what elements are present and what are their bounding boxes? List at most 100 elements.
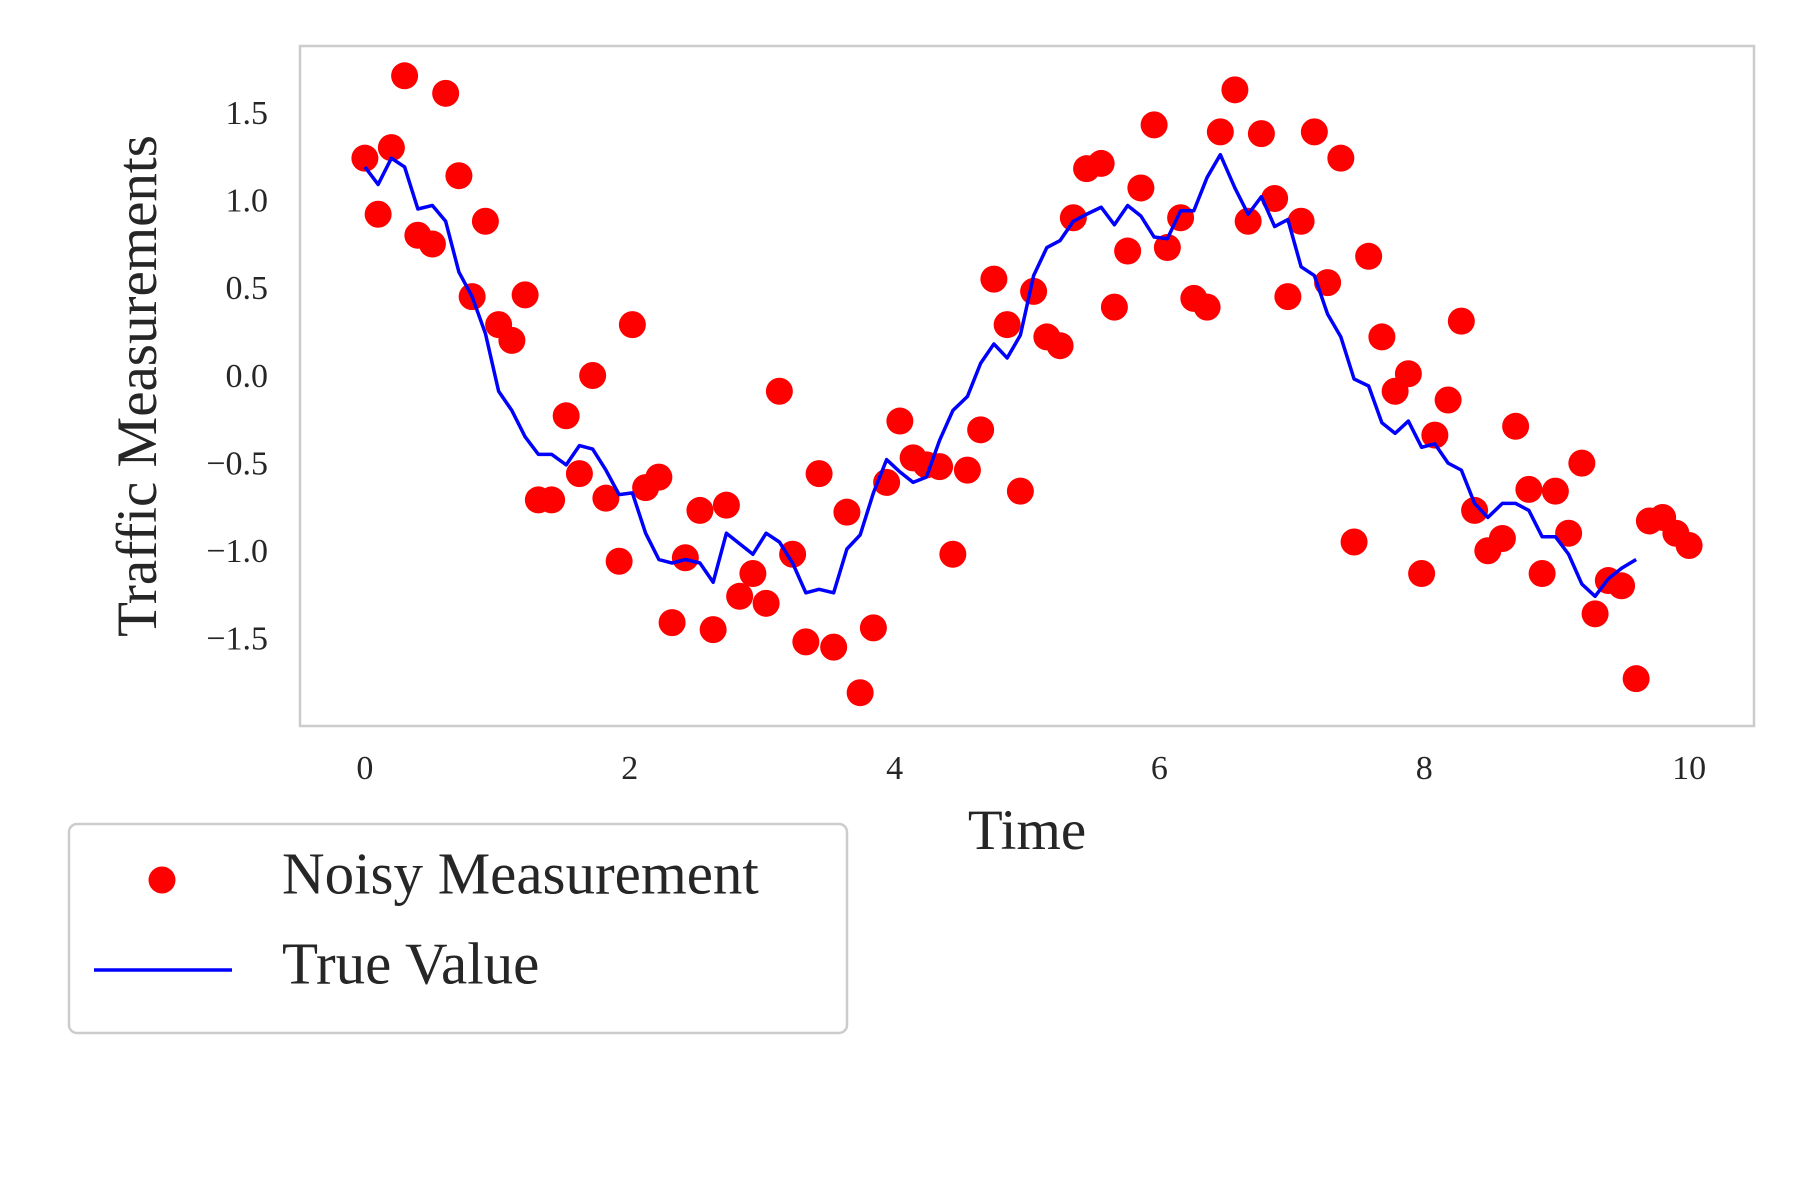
data-point	[1327, 144, 1355, 172]
data-point	[980, 265, 1008, 293]
data-point	[1608, 572, 1636, 600]
y-tick-label: 0.5	[226, 270, 269, 307]
y-tick-label: 1.0	[226, 183, 269, 220]
data-point	[820, 633, 848, 661]
plot-frame	[298, 44, 1756, 728]
data-point	[1261, 184, 1289, 212]
x-axis-label: Time	[968, 799, 1086, 862]
data-point	[618, 311, 646, 339]
data-point	[1287, 207, 1315, 235]
data-point	[1234, 207, 1262, 235]
x-tick-label: 6	[1151, 750, 1168, 787]
data-point	[859, 614, 887, 642]
data-point	[686, 496, 714, 524]
data-point	[779, 540, 807, 568]
data-point	[391, 62, 419, 90]
data-point	[1006, 477, 1034, 505]
data-point	[1622, 665, 1650, 693]
data-point	[1206, 118, 1234, 146]
y-axis-label: Traffic Measurements	[106, 135, 169, 637]
data-point	[1488, 524, 1516, 552]
data-point	[1581, 600, 1609, 628]
data-point	[805, 460, 833, 488]
y-tick-label: 0.0	[226, 358, 269, 395]
x-tick-label: 10	[1672, 750, 1706, 787]
data-point	[1221, 76, 1249, 104]
data-point	[1447, 307, 1475, 335]
y-tick-label: −1.0	[206, 533, 268, 570]
data-point	[1555, 519, 1583, 547]
data-point	[1340, 528, 1368, 556]
data-point	[1434, 386, 1462, 414]
data-point	[377, 134, 405, 162]
y-tick-label: −1.5	[206, 621, 268, 658]
data-point	[1355, 242, 1383, 270]
data-point	[511, 281, 539, 309]
data-point	[939, 540, 967, 568]
x-tick-label: 8	[1416, 750, 1433, 787]
data-line	[363, 152, 1638, 599]
data-point	[699, 616, 727, 644]
x-tick-label: 0	[356, 750, 373, 787]
data-point	[752, 589, 780, 617]
data-point	[1675, 531, 1703, 559]
data-point	[1502, 412, 1530, 440]
legend-marker	[148, 866, 176, 894]
data-point	[967, 416, 995, 444]
data-point	[1568, 449, 1596, 477]
data-point	[1368, 323, 1396, 351]
data-point	[471, 207, 499, 235]
data-point	[1140, 111, 1168, 139]
data-point	[498, 326, 526, 354]
data-point	[765, 377, 793, 405]
data-point	[1247, 120, 1275, 148]
data-point	[579, 361, 607, 389]
data-point	[418, 230, 446, 258]
data-point	[565, 460, 593, 488]
legend-box	[67, 822, 849, 1035]
data-point	[739, 560, 767, 588]
data-point	[1127, 174, 1155, 202]
data-point	[1193, 293, 1221, 321]
data-point	[993, 311, 1021, 339]
data-point	[846, 679, 874, 707]
data-point	[538, 486, 566, 514]
data-point	[1274, 283, 1302, 311]
legend-label: True Value	[282, 931, 539, 997]
y-tick-label: −0.5	[206, 445, 268, 482]
data-point	[1087, 149, 1115, 177]
data-point	[671, 544, 699, 572]
data-point	[432, 79, 460, 107]
data-point	[364, 200, 392, 228]
legend-label: Noisy Measurement	[282, 841, 759, 907]
data-point	[1059, 204, 1087, 232]
data-point	[1394, 360, 1422, 388]
data-point	[645, 463, 673, 491]
data-point	[792, 628, 820, 656]
data-point	[351, 144, 379, 172]
data-point	[1114, 237, 1142, 265]
data-point	[726, 582, 754, 610]
data-point	[1100, 293, 1128, 321]
data-point	[552, 402, 580, 430]
data-point	[712, 491, 740, 519]
data-point	[1421, 421, 1449, 449]
data-point	[658, 609, 686, 637]
data-point	[605, 547, 633, 575]
data-point	[1046, 332, 1074, 360]
data-point	[1408, 560, 1436, 588]
data-point	[1461, 496, 1489, 524]
data-point	[1300, 118, 1328, 146]
data-point	[953, 456, 981, 484]
data-point	[1515, 475, 1543, 503]
data-point	[1153, 234, 1181, 262]
x-tick-label: 2	[621, 750, 638, 787]
y-tick-label: 1.5	[226, 95, 269, 132]
data-point	[445, 162, 473, 190]
data-point	[592, 484, 620, 512]
data-point	[886, 407, 914, 435]
data-point	[833, 498, 861, 526]
data-point	[1541, 477, 1569, 505]
